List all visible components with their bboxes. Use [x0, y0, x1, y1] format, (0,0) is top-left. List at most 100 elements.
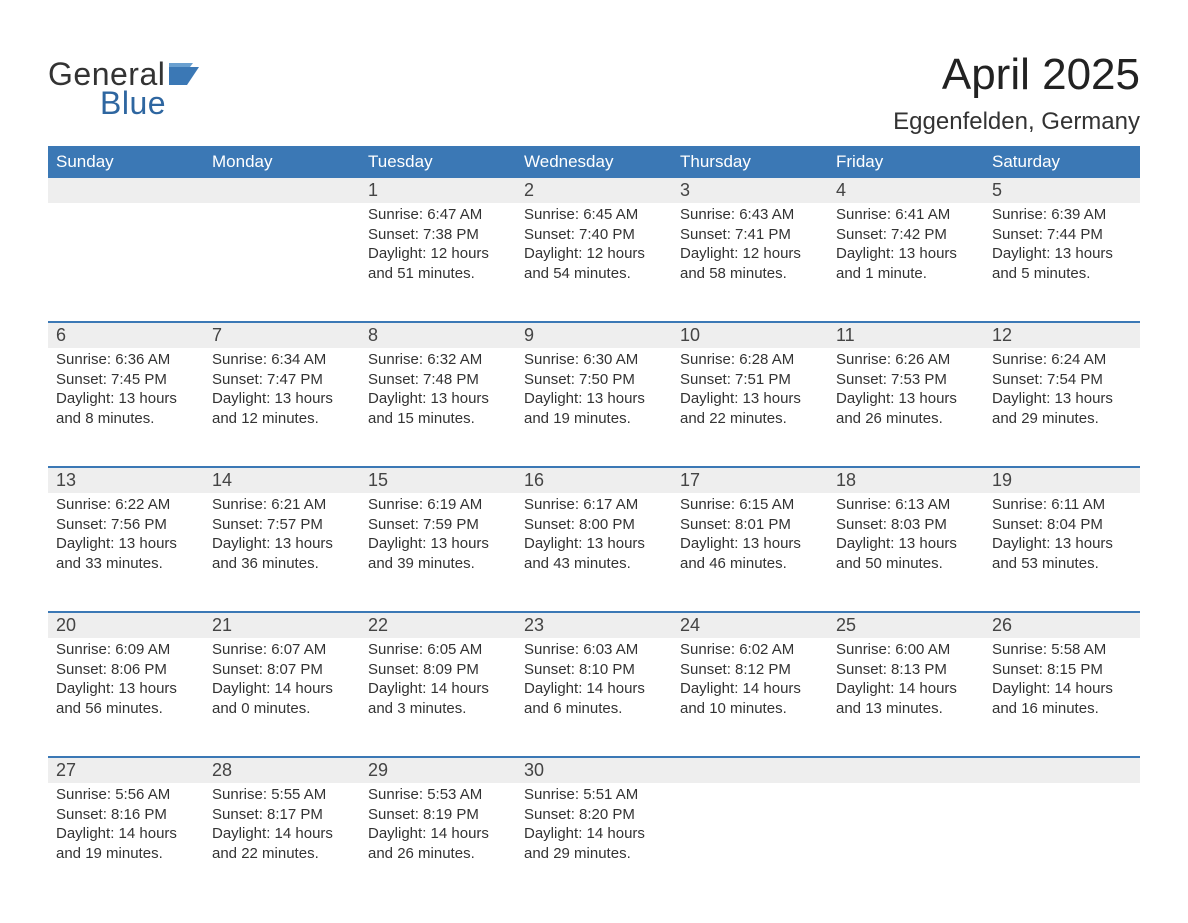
sunrise-text: Sunrise: 6:34 AM	[212, 350, 352, 370]
daylight-text: Daylight: 14 hours and 0 minutes.	[212, 679, 352, 718]
sunrise-text: Sunrise: 6:36 AM	[56, 350, 196, 370]
sunrise-text: Sunrise: 6:30 AM	[524, 350, 664, 370]
day-number: 17	[672, 468, 828, 493]
daylight-text: Daylight: 12 hours and 54 minutes.	[524, 244, 664, 283]
daylight-text: Daylight: 13 hours and 56 minutes.	[56, 679, 196, 718]
day-body: Sunrise: 6:34 AMSunset: 7:47 PMDaylight:…	[204, 348, 360, 448]
daylight-text: Daylight: 13 hours and 26 minutes.	[836, 389, 976, 428]
sunrise-text: Sunrise: 5:55 AM	[212, 785, 352, 805]
day-number: 13	[48, 468, 204, 493]
daylight-text: Daylight: 13 hours and 36 minutes.	[212, 534, 352, 573]
daylight-text: Daylight: 14 hours and 19 minutes.	[56, 824, 196, 863]
day-number: 25	[828, 613, 984, 638]
day-body: Sunrise: 5:58 AMSunset: 8:15 PMDaylight:…	[984, 638, 1140, 738]
sunrise-text: Sunrise: 6:43 AM	[680, 205, 820, 225]
weekday-header-row: Sunday Monday Tuesday Wednesday Thursday…	[48, 146, 1140, 178]
daylight-text: Daylight: 13 hours and 12 minutes.	[212, 389, 352, 428]
day-number-row: 13141516171819	[48, 468, 1140, 493]
sunset-text: Sunset: 8:00 PM	[524, 515, 664, 535]
daylight-text: Daylight: 13 hours and 53 minutes.	[992, 534, 1132, 573]
day-body: Sunrise: 5:56 AMSunset: 8:16 PMDaylight:…	[48, 783, 204, 883]
daylight-text: Daylight: 13 hours and 46 minutes.	[680, 534, 820, 573]
sunrise-text: Sunrise: 6:45 AM	[524, 205, 664, 225]
day-number	[204, 178, 360, 203]
day-body-row: Sunrise: 6:09 AMSunset: 8:06 PMDaylight:…	[48, 638, 1140, 738]
daylight-text: Daylight: 13 hours and 8 minutes.	[56, 389, 196, 428]
flag-icon	[169, 63, 203, 90]
day-number: 18	[828, 468, 984, 493]
sunrise-text: Sunrise: 6:26 AM	[836, 350, 976, 370]
month-title: April 2025	[893, 50, 1140, 100]
weekday-header: Saturday	[984, 146, 1140, 178]
day-number: 10	[672, 323, 828, 348]
sunrise-text: Sunrise: 6:15 AM	[680, 495, 820, 515]
daylight-text: Daylight: 13 hours and 22 minutes.	[680, 389, 820, 428]
sunset-text: Sunset: 7:48 PM	[368, 370, 508, 390]
day-number: 14	[204, 468, 360, 493]
day-body: Sunrise: 6:11 AMSunset: 8:04 PMDaylight:…	[984, 493, 1140, 593]
sunset-text: Sunset: 7:53 PM	[836, 370, 976, 390]
sunrise-text: Sunrise: 6:22 AM	[56, 495, 196, 515]
sunset-text: Sunset: 8:01 PM	[680, 515, 820, 535]
day-number: 27	[48, 758, 204, 783]
day-body: Sunrise: 5:53 AMSunset: 8:19 PMDaylight:…	[360, 783, 516, 883]
sunrise-text: Sunrise: 6:17 AM	[524, 495, 664, 515]
sunrise-text: Sunrise: 6:39 AM	[992, 205, 1132, 225]
sunrise-text: Sunrise: 6:00 AM	[836, 640, 976, 660]
sunrise-text: Sunrise: 6:11 AM	[992, 495, 1132, 515]
day-body: Sunrise: 6:13 AMSunset: 8:03 PMDaylight:…	[828, 493, 984, 593]
day-body: Sunrise: 6:47 AMSunset: 7:38 PMDaylight:…	[360, 203, 516, 303]
day-body: Sunrise: 6:30 AMSunset: 7:50 PMDaylight:…	[516, 348, 672, 448]
day-body	[984, 783, 1140, 883]
day-body: Sunrise: 6:43 AMSunset: 7:41 PMDaylight:…	[672, 203, 828, 303]
sunset-text: Sunset: 7:56 PM	[56, 515, 196, 535]
day-number: 6	[48, 323, 204, 348]
sunset-text: Sunset: 8:19 PM	[368, 805, 508, 825]
weekday-header: Wednesday	[516, 146, 672, 178]
day-body-row: Sunrise: 6:36 AMSunset: 7:45 PMDaylight:…	[48, 348, 1140, 448]
day-body: Sunrise: 6:05 AMSunset: 8:09 PMDaylight:…	[360, 638, 516, 738]
daylight-text: Daylight: 13 hours and 43 minutes.	[524, 534, 664, 573]
sunset-text: Sunset: 8:13 PM	[836, 660, 976, 680]
day-body: Sunrise: 6:45 AMSunset: 7:40 PMDaylight:…	[516, 203, 672, 303]
sunset-text: Sunset: 7:51 PM	[680, 370, 820, 390]
sunset-text: Sunset: 7:50 PM	[524, 370, 664, 390]
day-number: 20	[48, 613, 204, 638]
daylight-text: Daylight: 13 hours and 1 minute.	[836, 244, 976, 283]
location-label: Eggenfelden, Germany	[893, 108, 1140, 136]
day-number: 8	[360, 323, 516, 348]
title-block: April 2025 Eggenfelden, Germany	[893, 50, 1140, 136]
day-body-row: Sunrise: 5:56 AMSunset: 8:16 PMDaylight:…	[48, 783, 1140, 883]
day-body: Sunrise: 5:51 AMSunset: 8:20 PMDaylight:…	[516, 783, 672, 883]
day-number	[828, 758, 984, 783]
day-number: 23	[516, 613, 672, 638]
day-number: 11	[828, 323, 984, 348]
weekday-header: Tuesday	[360, 146, 516, 178]
weekday-header: Friday	[828, 146, 984, 178]
day-body: Sunrise: 6:32 AMSunset: 7:48 PMDaylight:…	[360, 348, 516, 448]
day-body: Sunrise: 6:19 AMSunset: 7:59 PMDaylight:…	[360, 493, 516, 593]
day-number: 5	[984, 178, 1140, 203]
daylight-text: Daylight: 14 hours and 22 minutes.	[212, 824, 352, 863]
day-number: 24	[672, 613, 828, 638]
daylight-text: Daylight: 13 hours and 19 minutes.	[524, 389, 664, 428]
day-number: 21	[204, 613, 360, 638]
sunset-text: Sunset: 7:47 PM	[212, 370, 352, 390]
sunset-text: Sunset: 8:07 PM	[212, 660, 352, 680]
day-number-row: 20212223242526	[48, 613, 1140, 638]
sunrise-text: Sunrise: 5:58 AM	[992, 640, 1132, 660]
day-number: 4	[828, 178, 984, 203]
day-number	[48, 178, 204, 203]
day-body: Sunrise: 6:26 AMSunset: 7:53 PMDaylight:…	[828, 348, 984, 448]
day-body	[204, 203, 360, 303]
daylight-text: Daylight: 14 hours and 16 minutes.	[992, 679, 1132, 718]
day-body: Sunrise: 6:36 AMSunset: 7:45 PMDaylight:…	[48, 348, 204, 448]
sunrise-text: Sunrise: 6:05 AM	[368, 640, 508, 660]
brand-logo: General Blue	[48, 56, 203, 122]
day-body: Sunrise: 6:21 AMSunset: 7:57 PMDaylight:…	[204, 493, 360, 593]
daylight-text: Daylight: 12 hours and 58 minutes.	[680, 244, 820, 283]
day-number	[984, 758, 1140, 783]
sunset-text: Sunset: 8:04 PM	[992, 515, 1132, 535]
daylight-text: Daylight: 13 hours and 5 minutes.	[992, 244, 1132, 283]
day-number: 22	[360, 613, 516, 638]
